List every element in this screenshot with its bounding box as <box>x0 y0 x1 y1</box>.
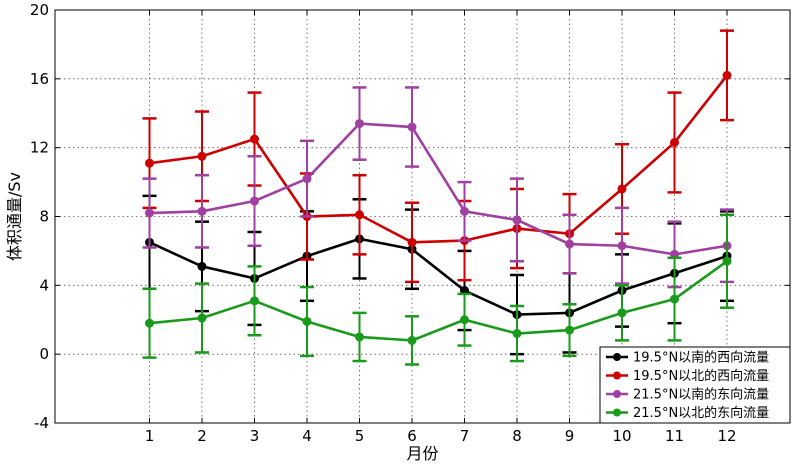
data-point <box>617 184 627 194</box>
data-point <box>565 325 574 335</box>
series-line <box>148 237 728 316</box>
y-tick-label: 12 <box>30 139 49 157</box>
data-point <box>670 138 679 148</box>
data-point <box>407 237 417 247</box>
data-point <box>407 122 417 132</box>
data-point <box>197 151 207 161</box>
data-point <box>145 208 154 218</box>
data-point <box>355 210 364 220</box>
data-point <box>145 318 154 328</box>
data-point <box>722 70 732 80</box>
legend-item: 19.5°N以南的西向流量 <box>606 350 769 366</box>
series-line <box>149 122 728 256</box>
legend-marker <box>613 390 621 398</box>
data-point <box>670 294 679 304</box>
y-tick-label: 8 <box>39 208 49 226</box>
x-tick-label: 11 <box>665 427 684 445</box>
data-point <box>302 174 312 184</box>
data-point <box>250 196 259 206</box>
legend-marker <box>613 353 621 361</box>
data-point <box>355 119 364 129</box>
data-point <box>407 335 417 345</box>
data-point <box>250 296 259 306</box>
series-line <box>149 74 729 244</box>
y-axis-label: 体积通量/Sv <box>5 172 24 261</box>
data-point <box>617 241 627 251</box>
x-tick-label: 1 <box>145 427 155 445</box>
series-line <box>149 260 728 342</box>
data-point <box>512 215 522 225</box>
series-2 <box>142 29 734 284</box>
x-tick-label: 2 <box>197 427 207 445</box>
y-tick-label: 20 <box>30 1 49 19</box>
legend-label: 21.5°N以南的东向流量 <box>633 387 769 403</box>
data-point <box>302 316 312 326</box>
legend-item: 21.5°N以南的东向流量 <box>606 387 769 403</box>
data-point <box>460 206 469 216</box>
legend-marker <box>613 408 621 417</box>
x-tick-label: 7 <box>460 427 470 445</box>
x-tick-label: 3 <box>250 427 260 445</box>
series-3 <box>142 86 734 289</box>
data-point <box>355 332 364 342</box>
data-point <box>145 158 154 168</box>
series-4 <box>142 213 734 366</box>
data-point <box>460 315 469 325</box>
data-point <box>512 329 522 339</box>
x-tick-label: 6 <box>407 427 417 445</box>
data-point <box>197 261 207 271</box>
data-point <box>722 256 732 266</box>
legend-item: 19.5°N以北的西向流量 <box>606 368 769 384</box>
y-tick-label: 0 <box>39 345 49 363</box>
x-tick-label: 10 <box>612 427 631 445</box>
x-tick-label: 5 <box>355 427 365 445</box>
x-tick-label: 9 <box>565 427 575 445</box>
x-tick-label: 8 <box>512 427 522 445</box>
y-tick-label: 4 <box>39 276 49 294</box>
legend-label: 19.5°N以南的西向流量 <box>633 350 769 366</box>
data-point <box>565 239 574 249</box>
x-tick-label: 12 <box>717 427 736 445</box>
data-point <box>250 134 259 144</box>
legend-label: 19.5°N以北的西向流量 <box>633 368 769 384</box>
legend-item: 21.5°N以北的东向流量 <box>606 405 769 421</box>
legend-marker <box>613 371 621 380</box>
legend: 19.5°N以南的西向流量 19.5°N以北的西向流量 21.5°N以南的东向流量 2… <box>599 346 791 424</box>
legend-box <box>599 346 791 424</box>
data-point <box>617 308 627 318</box>
series-layer <box>142 29 734 366</box>
data-point <box>197 313 207 323</box>
y-tick-label: 16 <box>30 70 49 88</box>
legend-label: 21.5°N以北的东向流量 <box>633 405 769 421</box>
y-tick-label: -4 <box>34 414 49 432</box>
x-tick-label: 4 <box>302 427 312 445</box>
x-axis-label: 月份 <box>406 444 438 463</box>
data-point <box>197 206 207 216</box>
